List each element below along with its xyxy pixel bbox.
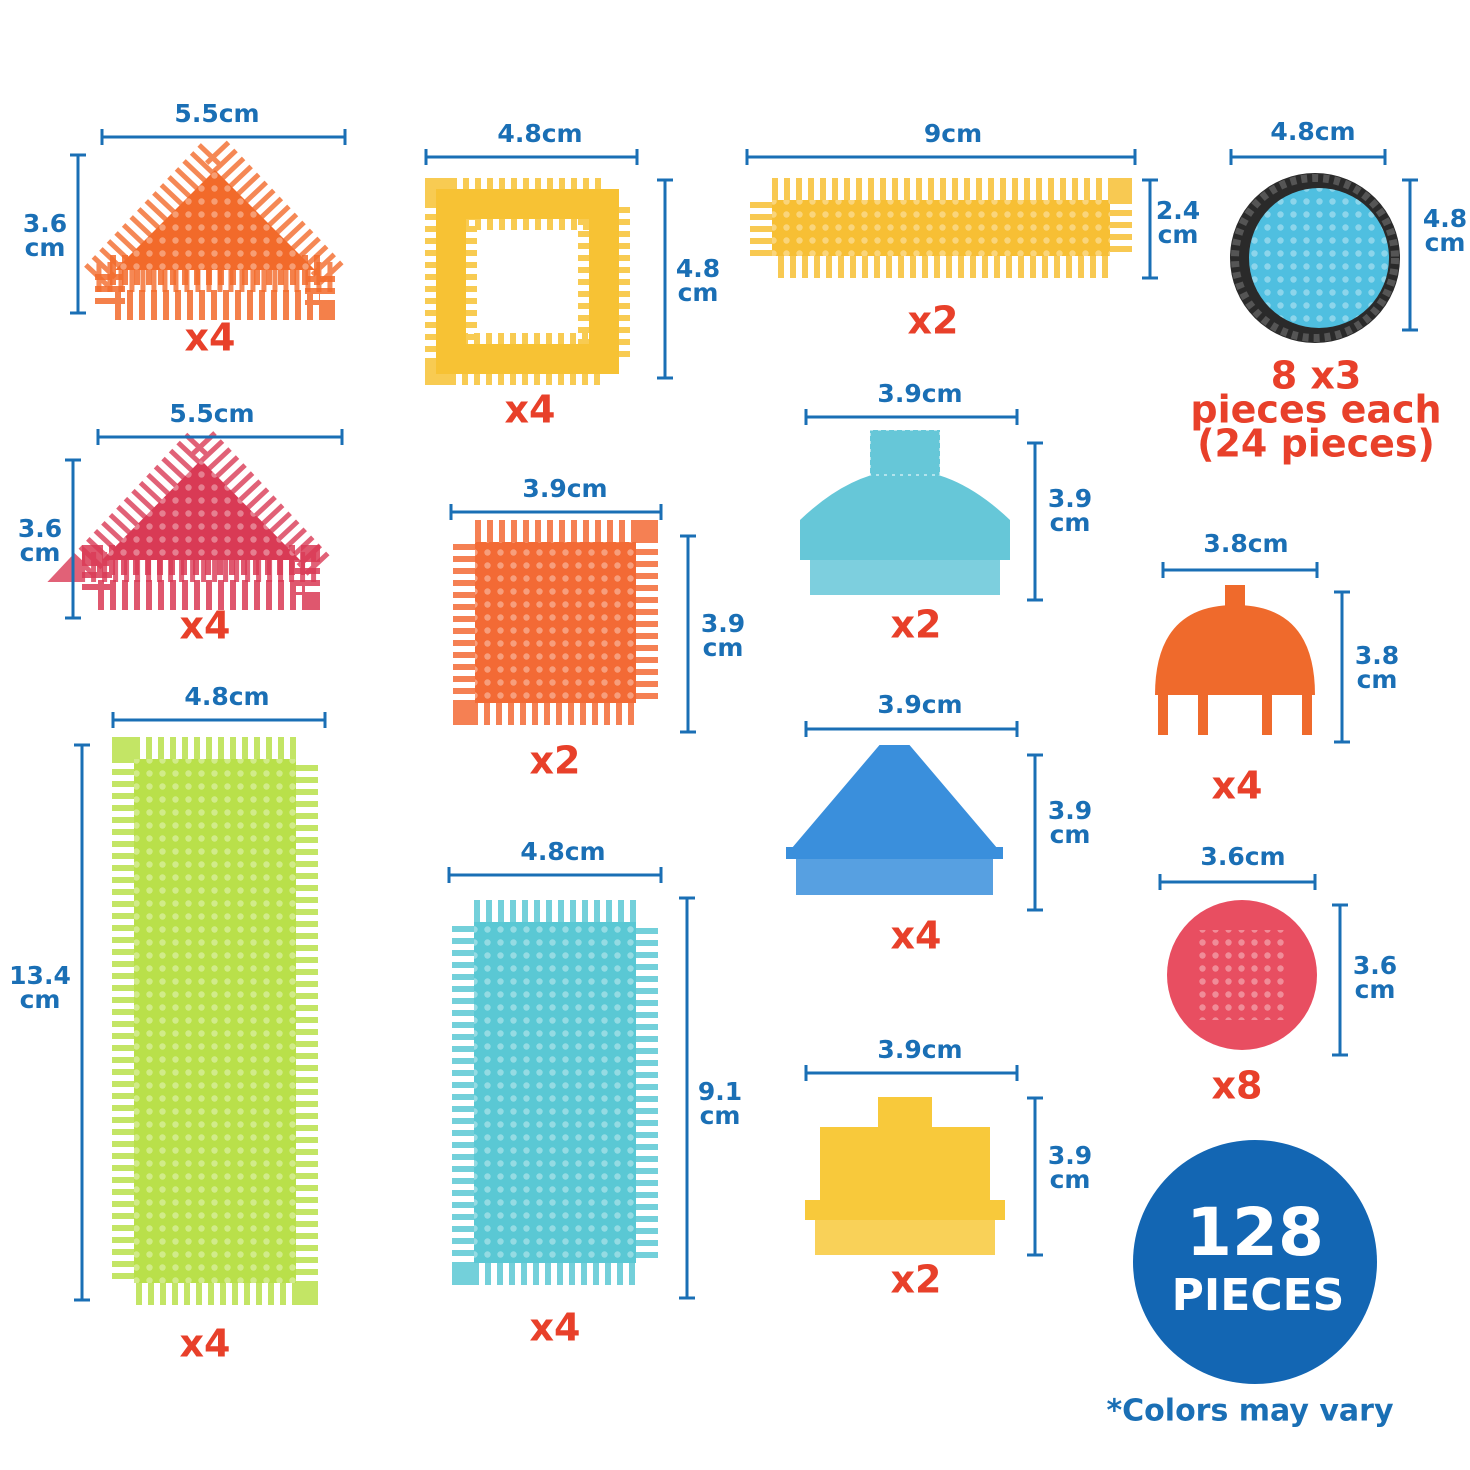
bristles [810,560,1000,595]
piece-dots [102,460,300,560]
count-label: x2 [891,1258,942,1302]
leg [1302,690,1312,735]
width-label: 9cm [924,119,982,148]
width-label: 5.5cm [169,399,254,428]
count-label: x4 [505,388,556,432]
count-label: x4 [180,1322,231,1366]
count-label: x8 [1212,1064,1263,1108]
count-label: x2 [891,603,942,647]
width-label: 4.8cm [184,682,269,711]
piece-dots [115,170,315,270]
leg [1198,690,1208,735]
height-unit: cm [678,278,719,307]
count-label: pieces each [1190,388,1441,432]
height-value: 3.9 [1048,1141,1092,1170]
width-label: 3.9cm [877,690,962,719]
piece-top [869,429,941,476]
bristles [425,178,630,385]
height-value: 3.6 [1353,951,1397,980]
height-value: 3.9 [1048,796,1092,825]
width-label: 4.8cm [520,837,605,866]
count-label: (24 pieces) [1197,422,1435,466]
height-value: 3.9 [701,609,745,638]
count-label: x2 [908,299,959,343]
badge [1133,1140,1377,1384]
height-unit: cm [20,538,61,567]
badge-label: PIECES [1172,1270,1345,1321]
piece-dots [475,542,636,703]
width-label: 4.8cm [497,119,582,148]
tire-tread [1231,174,1399,342]
piece-base [786,847,1003,859]
count-label: x4 [180,604,231,648]
width-label: 3.6cm [1200,842,1285,871]
width-label: 3.9cm [877,379,962,408]
height-value: 2.4 [1156,196,1200,225]
height-unit: cm [1425,228,1466,257]
height-unit: cm [1050,508,1091,537]
leg [1262,690,1272,735]
count-label: x4 [891,914,942,958]
height-value: 3.6 [18,514,62,543]
count-label: x2 [530,739,581,783]
badge-number: 128 [1186,1194,1324,1271]
width-label: 3.8cm [1203,529,1288,558]
piece-dots [1197,930,1287,1020]
piece-dots [1249,188,1389,328]
width-label: 3.9cm [877,1035,962,1064]
count-label: 8 x3 [1271,354,1362,398]
piece-top [878,1097,932,1132]
bristles [82,545,320,610]
note: *Colors may vary [1106,1394,1393,1429]
width-label: 4.8cm [1270,117,1355,146]
bristles [796,855,993,895]
piece [786,745,1003,855]
count-label: x4 [530,1306,581,1350]
width-label: 5.5cm [174,99,259,128]
height-value: 9.1 [698,1077,742,1106]
pieces: 5.5cm3.6cmx44.8cm4.8cmx49cm2.4cmx24.8cm4… [9,99,1467,1366]
height-unit: cm [1355,975,1396,1004]
height-value: 3.8 [1355,641,1399,670]
leg [1158,690,1168,735]
height-unit: cm [1357,665,1398,694]
piece-dots [134,759,296,1283]
piece [800,470,1010,560]
count-label: x4 [185,316,236,360]
piece [820,1127,990,1210]
height-unit: cm [1050,1165,1091,1194]
height-unit: cm [1050,820,1091,849]
bristles [815,1215,995,1255]
count-label: x4 [1212,764,1263,808]
width-label: 3.9cm [522,474,607,503]
height-unit: cm [703,633,744,662]
height-unit: cm [20,985,61,1014]
height-value: 4.8 [1423,204,1467,233]
height-unit: cm [1158,220,1199,249]
height-value: 13.4 [9,961,71,990]
piece [436,189,619,374]
piece-top [1225,585,1245,615]
height-unit: cm [25,233,66,262]
height-value: 3.6 [23,209,67,238]
piece-dots [474,922,636,1263]
height-unit: cm [700,1101,741,1130]
piece [1155,605,1315,695]
height-value: 4.8 [676,254,720,283]
piece-base [805,1200,1005,1220]
piece-dots [772,200,1110,256]
height-value: 3.9 [1048,484,1092,513]
